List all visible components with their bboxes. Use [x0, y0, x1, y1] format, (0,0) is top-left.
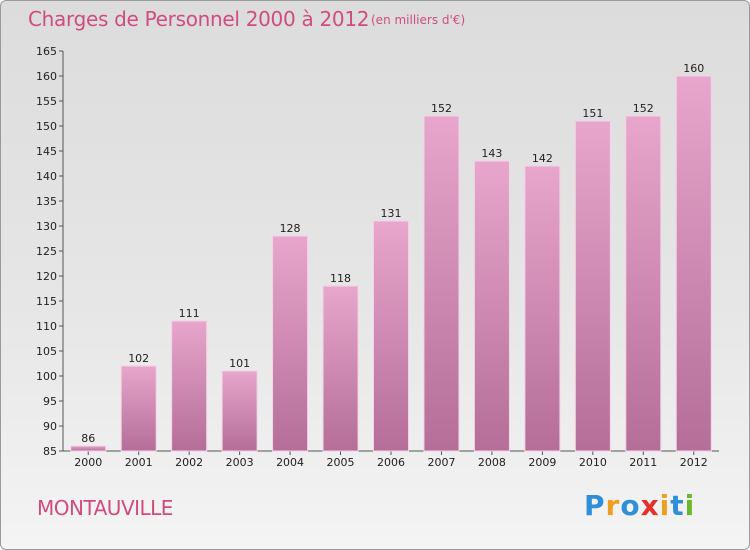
bar-2008: [473, 160, 510, 452]
y-tick-label: 125: [36, 245, 57, 258]
bar-2004: [272, 235, 309, 452]
bar-value-label: 118: [330, 272, 351, 285]
bar-2007: [423, 115, 460, 452]
x-tick-label: 2010: [579, 456, 607, 469]
bar-2011: [625, 115, 662, 452]
x-tick-label: 2009: [528, 456, 556, 469]
bar-value-label: 152: [431, 102, 452, 115]
x-tick-label: 2011: [629, 456, 657, 469]
proxiti-logo[interactable]: Proxiti: [584, 489, 695, 522]
bar-2003: [221, 370, 258, 452]
bar-value-label: 151: [582, 107, 603, 120]
y-tick-label: 150: [36, 120, 57, 133]
bar-value-label: 101: [229, 357, 250, 370]
x-tick-label: 2002: [175, 456, 203, 469]
y-tick-label: 105: [36, 345, 57, 358]
y-tick-label: 140: [36, 170, 57, 183]
y-tick-label: 110: [36, 320, 57, 333]
x-tick-label: 2005: [327, 456, 355, 469]
logo-letter: i: [684, 489, 696, 522]
bar-2009: [524, 165, 561, 452]
bar-value-label: 128: [280, 222, 301, 235]
commune-name: MONTAUVILLE: [37, 496, 173, 520]
x-axis: 2000 2001 2002 2003 2004 2005 2006 2007 2008 2009…: [63, 450, 719, 469]
x-tick-label: 2012: [680, 456, 708, 469]
logo-letter: P: [584, 489, 606, 522]
bar-value-label: 131: [381, 207, 402, 220]
x-tick-label: 2001: [125, 456, 153, 469]
chart-unit: (en milliers d'€): [371, 13, 466, 27]
bar-value-label: 86: [81, 432, 95, 445]
bar-value-label: 143: [481, 147, 502, 160]
y-tick-label: 100: [36, 370, 57, 383]
bar-2000: [70, 445, 107, 452]
y-axis: 85 90 95 100 105 110 115 120 125 130 135 140 145 150 1…: [36, 45, 64, 458]
logo-letter: o: [620, 489, 641, 522]
y-tick-label: 90: [43, 420, 57, 433]
y-tick-label: 145: [36, 145, 57, 158]
y-tick-label: 95: [43, 395, 57, 408]
y-tick-label: 120: [36, 270, 57, 283]
bar-value-label: 102: [128, 352, 149, 365]
logo-letter: r: [605, 489, 621, 522]
x-tick-label: 2008: [478, 456, 506, 469]
logo-letter: t: [670, 489, 685, 522]
y-tick-label: 135: [36, 195, 57, 208]
bar-2002: [171, 320, 208, 452]
x-tick-label: 2004: [276, 456, 304, 469]
logo-letter: x: [640, 489, 660, 522]
bar-value-label: 142: [532, 152, 553, 165]
y-tick-label: 165: [36, 45, 57, 58]
bar-2012: [675, 75, 712, 452]
logo-letter: i: [659, 489, 671, 522]
x-tick-label: 2003: [226, 456, 254, 469]
x-tick-label: 2000: [74, 456, 102, 469]
x-tick-label: 2007: [427, 456, 455, 469]
y-tick-label: 85: [43, 445, 57, 458]
y-tick-label: 130: [36, 220, 57, 233]
bar-2010: [574, 120, 611, 452]
bar-value-label: 152: [633, 102, 654, 115]
bar-value-label: 111: [179, 307, 200, 320]
chart-title: Charges de Personnel 2000 à 2012: [28, 7, 370, 31]
bar-value-label: 160: [683, 62, 704, 75]
x-tick-label: 2006: [377, 456, 405, 469]
bars: 86 102 111 101 128 118 131 152 143 142 151 152 160: [70, 62, 712, 452]
y-tick-label: 160: [36, 70, 57, 83]
bar-2001: [120, 365, 157, 452]
bar-2006: [373, 220, 409, 452]
bar-2005: [322, 285, 359, 452]
y-tick-label: 155: [36, 95, 57, 108]
y-tick-label: 115: [36, 295, 57, 308]
